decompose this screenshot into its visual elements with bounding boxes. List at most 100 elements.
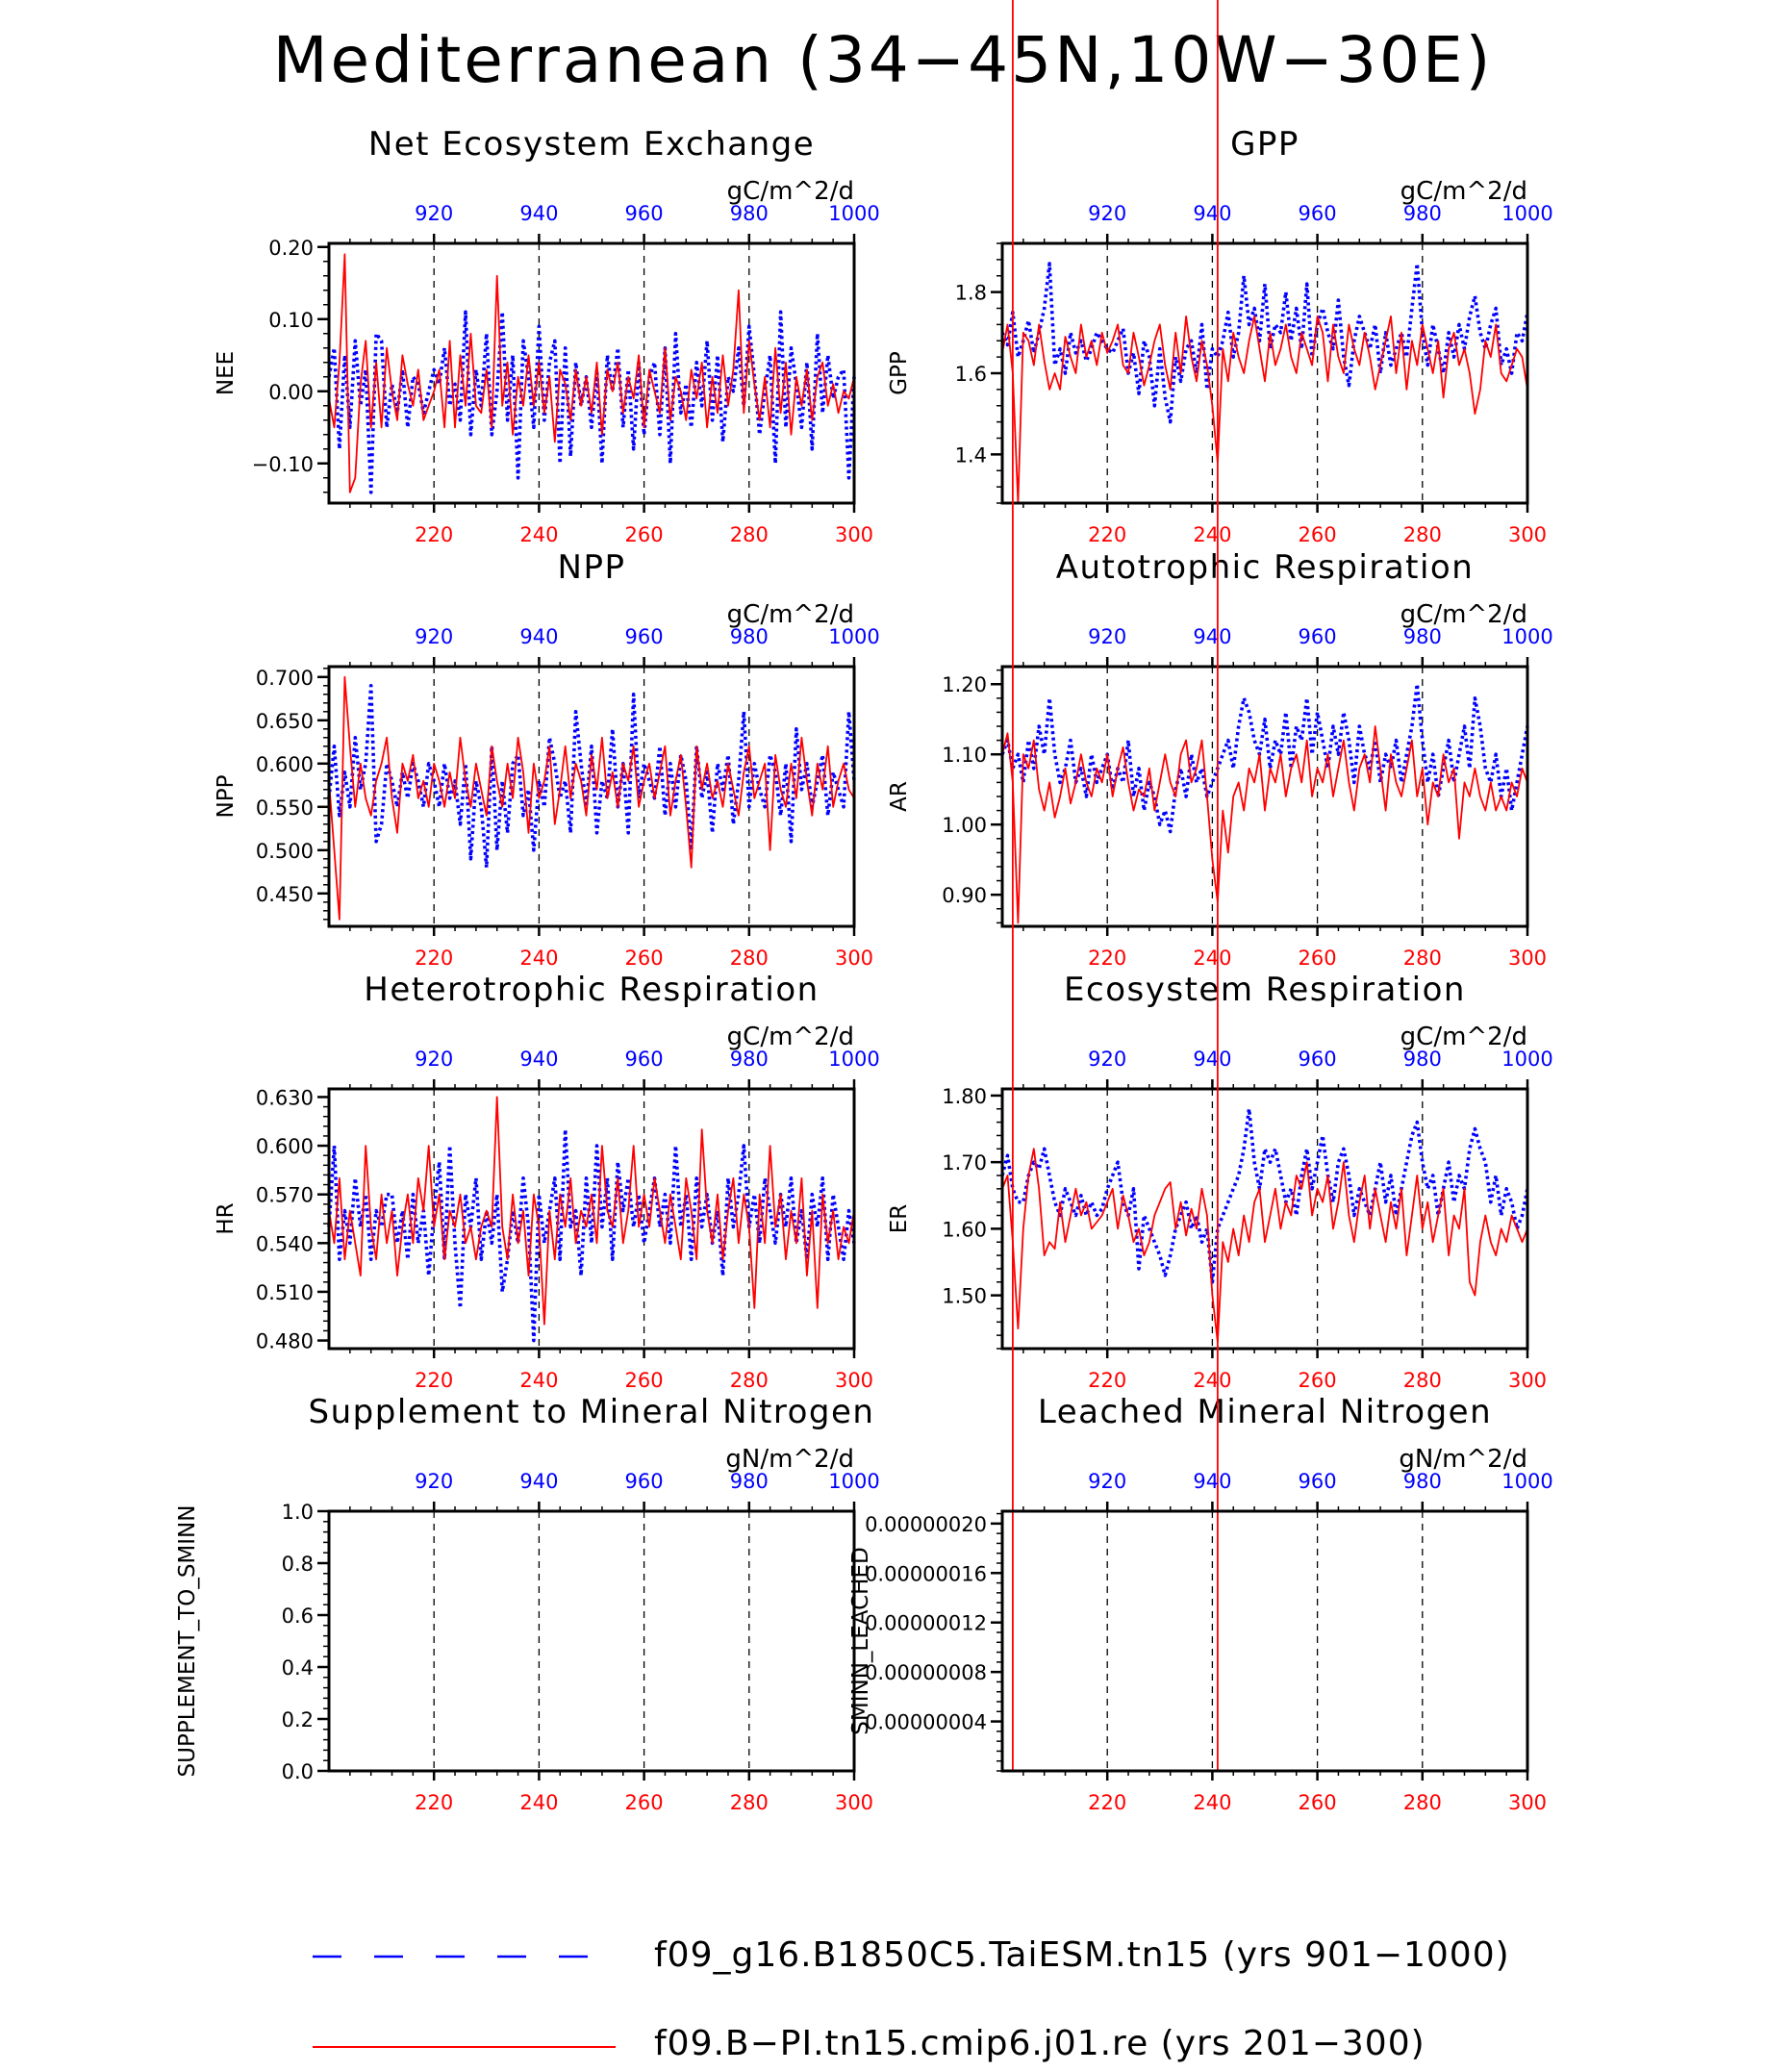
x-tick-label-top: 1000 [1501, 202, 1552, 225]
x-tick-label-bottom: 220 [415, 1791, 453, 1814]
y-tick-label: 0.700 [256, 667, 314, 690]
y-tick-label: 1.0 [282, 1501, 314, 1524]
x-tick-label-bottom: 260 [1299, 1369, 1337, 1392]
x-tick-label-top: 960 [625, 202, 664, 225]
y-tick-label: 1.4 [955, 443, 987, 467]
x-tick-label-top: 960 [1299, 1048, 1337, 1071]
units-label: gC/m^2/d [1400, 1023, 1527, 1051]
panel-5: Heterotrophic Respiration gC/m^2/d 0.480 0.… [214, 971, 880, 1392]
y-tick-label: 1.50 [942, 1285, 987, 1308]
x-tick-label-bottom: 280 [730, 947, 769, 970]
x-tick-label-top: 920 [1088, 625, 1126, 648]
y-tick-label: 0.550 [256, 796, 314, 820]
x-tick-label-bottom: 300 [835, 1791, 873, 1814]
series-line-red [328, 675, 855, 921]
x-tick-label-top: 960 [625, 1470, 664, 1493]
x-tick-label-top: 940 [1193, 1048, 1231, 1071]
x-tick-label-top: 980 [730, 1048, 769, 1071]
units-label: gC/m^2/d [1400, 600, 1527, 629]
x-tick-label-top: 980 [730, 625, 769, 648]
y-tick-label: 0.2 [282, 1708, 314, 1731]
y-tick-label: 0.00000020 [865, 1513, 987, 1536]
x-tick-label-top: 940 [519, 1048, 558, 1071]
units-label: gC/m^2/d [727, 1023, 854, 1051]
y-tick-label: 0.6 [282, 1605, 314, 1628]
x-tick-label-bottom: 280 [1403, 947, 1442, 970]
x-tick-label-top: 940 [1193, 625, 1231, 648]
series-line-red [1001, 315, 1528, 504]
x-tick-label-top: 980 [1403, 202, 1442, 225]
x-tick-label-top: 980 [1403, 625, 1442, 648]
y-tick-label: 0.600 [256, 753, 314, 776]
panel-8: Leached Mineral Nitrogen gN/m^2/d 0.000000… [848, 0, 1553, 1814]
y-tick-label: 0.00 [268, 381, 314, 404]
x-tick-label-top: 920 [415, 1048, 453, 1071]
y-axis-label: SMINN_LEACHED [848, 1547, 873, 1734]
x-tick-label-top: 960 [625, 625, 664, 648]
x-tick-label-top: 1000 [828, 1048, 879, 1071]
panel-title: Supplement to Mineral Nitrogen [309, 1393, 875, 1431]
x-tick-label-bottom: 300 [835, 523, 873, 546]
y-tick-label: 0.0 [282, 1760, 314, 1783]
x-tick-label-bottom: 300 [835, 1369, 873, 1392]
series-line-blue [327, 310, 856, 494]
y-axis-label: SUPPLEMENT_TO_SMINN [175, 1505, 200, 1778]
y-tick-label: 0.450 [256, 883, 314, 906]
y-tick-label: 0.8 [282, 1553, 314, 1576]
x-tick-label-bottom: 260 [625, 1791, 664, 1814]
x-tick-label-bottom: 240 [1193, 1791, 1231, 1814]
x-tick-label-bottom: 300 [1508, 1791, 1547, 1814]
y-tick-label: 0.20 [268, 237, 314, 260]
x-tick-label-bottom: 280 [1403, 1369, 1442, 1392]
plot-frame [327, 665, 856, 928]
y-tick-label: 0.00000012 [865, 1612, 987, 1635]
x-tick-label-top: 940 [1193, 202, 1231, 225]
panel-4: Autotrophic Respiration gC/m^2/d 0.90 1.00 1… [887, 548, 1553, 970]
plot-frame [1000, 1087, 1529, 1351]
x-tick-label-top: 980 [730, 202, 769, 225]
legend-label-blue: f09_g16.B1850C5.TaiESM.tn15 (yrs 901−100… [654, 1935, 1510, 1975]
x-tick-label-bottom: 280 [1403, 523, 1442, 546]
x-tick-label-top: 1000 [828, 1470, 879, 1493]
x-tick-label-top: 940 [519, 625, 558, 648]
panel-7: Supplement to Mineral Nitrogen gN/m^2/d 0.… [175, 1393, 880, 1814]
y-tick-label: 0.00000004 [865, 1711, 987, 1734]
x-tick-label-bottom: 280 [730, 1369, 769, 1392]
x-tick-label-top: 1000 [828, 202, 879, 225]
y-tick-label: 0.4 [282, 1656, 314, 1680]
x-tick-label-bottom: 260 [1299, 1791, 1337, 1814]
x-tick-label-bottom: 280 [730, 1791, 769, 1814]
panel-title: GPP [1230, 125, 1299, 164]
x-tick-label-bottom: 240 [519, 1369, 558, 1392]
plot-frame [1000, 241, 1529, 505]
y-axis-label: AR [887, 781, 912, 812]
y-tick-label: 0.650 [256, 710, 314, 733]
x-tick-label-bottom: 260 [625, 947, 664, 970]
plot-frame [327, 1087, 856, 1351]
series-line-red [1002, 0, 1527, 1785]
x-tick-label-top: 940 [519, 202, 558, 225]
y-tick-label: 0.540 [256, 1232, 314, 1255]
units-label: gN/m^2/d [725, 1445, 854, 1474]
y-tick-label: 1.8 [955, 282, 987, 305]
x-tick-label-bottom: 240 [519, 523, 558, 546]
y-tick-label: 1.10 [942, 744, 987, 767]
panel-title: Heterotrophic Respiration [364, 971, 819, 1009]
x-tick-label-top: 920 [1088, 202, 1126, 225]
series-line-red [328, 1096, 855, 1326]
y-tick-label: 1.80 [942, 1085, 987, 1108]
y-tick-label: 0.500 [256, 840, 314, 863]
x-tick-label-top: 1000 [1501, 1048, 1552, 1071]
units-label: gC/m^2/d [1400, 177, 1527, 206]
x-tick-label-top: 960 [625, 1048, 664, 1071]
y-tick-label: 1.70 [942, 1151, 987, 1175]
x-tick-label-bottom: 220 [1088, 523, 1126, 546]
y-tick-label: 0.90 [942, 884, 987, 907]
x-tick-label-top: 920 [415, 625, 453, 648]
x-tick-label-top: 920 [415, 1470, 453, 1493]
series-line-red [1001, 1148, 1528, 1343]
plot-frame [1000, 665, 1529, 928]
y-tick-label: 0.00000008 [865, 1661, 987, 1684]
y-axis-label: NPP [214, 774, 239, 818]
x-tick-label-bottom: 220 [415, 523, 453, 546]
